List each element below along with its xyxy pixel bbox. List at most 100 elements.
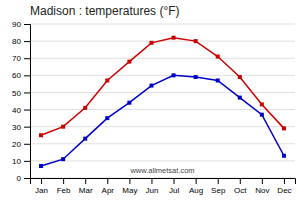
marker: [83, 106, 87, 110]
grid-line: [30, 143, 295, 144]
tick: Oct: [234, 178, 247, 195]
tick: Jun: [146, 178, 159, 195]
marker: [216, 78, 220, 82]
line: [41, 38, 284, 136]
tick-label: 10: [12, 157, 21, 166]
tick-label: May: [122, 186, 137, 195]
tick-label: Oct: [234, 186, 247, 195]
tick-label: Nov: [255, 186, 269, 195]
tick-label: Mar: [79, 186, 93, 195]
marker: [105, 116, 109, 120]
tick-label: Jul: [169, 186, 179, 195]
tick-mark: [24, 92, 30, 93]
tick-mark: [262, 178, 263, 184]
marker: [282, 154, 286, 158]
tick-label: 80: [12, 37, 21, 46]
tick-mark: [24, 144, 30, 145]
grid-line: [30, 92, 295, 93]
grid-line: [30, 126, 295, 127]
tick-label: Jun: [146, 186, 159, 195]
axis-line: [24, 25, 31, 179]
marker: [238, 96, 242, 100]
grid-line: [30, 24, 295, 25]
tick: Feb: [57, 178, 71, 195]
grid-line: [30, 75, 295, 76]
tick: Mar: [79, 178, 93, 195]
marker: [127, 101, 131, 105]
tick-mark: [284, 178, 285, 184]
marker: [39, 133, 43, 137]
marker: [260, 102, 264, 106]
tick: 0: [17, 174, 30, 183]
tick-mark: [24, 161, 30, 162]
tick-mark: [196, 178, 197, 184]
tick: 40: [12, 106, 30, 115]
marker: [149, 41, 153, 45]
grid-line: [30, 160, 295, 161]
tick: Apr: [102, 178, 115, 195]
marker: [127, 60, 131, 64]
marker: [83, 137, 87, 141]
tick-mark: [151, 178, 152, 184]
tick-mark: [24, 24, 30, 25]
tick-label: 30: [12, 123, 21, 132]
marker: [149, 84, 153, 88]
tick-mark: [240, 178, 241, 184]
tick-label: Sep: [211, 186, 226, 195]
tick: Jul: [169, 178, 179, 195]
marker: [216, 55, 220, 59]
plot: 0 10 20 30 40 50 60 70 80 90 Jan Feb Mar Apr May Jun Jul…: [12, 20, 295, 195]
marker: [194, 75, 198, 79]
tick-mark: [174, 178, 175, 184]
tick-mark: [24, 41, 30, 42]
tick-mark: [24, 75, 30, 76]
tick: Jan: [35, 178, 48, 195]
marker: [172, 73, 176, 77]
tick: May: [122, 178, 137, 195]
tick-label: 0: [17, 174, 22, 183]
tick-label: Dec: [277, 186, 291, 195]
tick-mark: [85, 178, 86, 184]
tick: Dec: [277, 178, 291, 195]
tick-label: 90: [12, 20, 21, 29]
tick-label: 70: [12, 54, 21, 63]
tick-mark: [24, 127, 30, 128]
tick-label: Jan: [35, 186, 48, 195]
chart: Madison : temperatures (°F) 0 10 20 30 40 50 60…: [0, 0, 305, 200]
tick: 70: [12, 54, 30, 63]
marker: [282, 126, 286, 130]
tick-mark: [107, 178, 108, 184]
tick: 80: [12, 37, 30, 46]
tick: 90: [12, 20, 30, 29]
tick-mark: [41, 178, 42, 184]
y-axis: 0 10 20 30 40 50 60 70 80 90: [12, 20, 30, 183]
tick-label: Aug: [189, 186, 203, 195]
marks: [39, 36, 286, 168]
marker: [105, 78, 109, 82]
tick-label: Feb: [57, 186, 71, 195]
tick-label: 20: [12, 140, 21, 149]
grid-line: [30, 58, 295, 59]
tick: 30: [12, 123, 30, 132]
tick: 10: [12, 157, 30, 166]
marker: [194, 39, 198, 43]
tick-mark: [129, 178, 130, 184]
tick-mark: [24, 110, 30, 111]
tick: 60: [12, 71, 30, 80]
tick: 20: [12, 140, 30, 149]
title: Madison : temperatures (°F): [30, 4, 180, 18]
grid: [30, 24, 295, 178]
tick-mark: [24, 58, 30, 59]
x-axis: Jan Feb Mar Apr May Jun Jul Aug Sep Oct Nov Dec: [31, 178, 296, 195]
marker: [238, 75, 242, 79]
tick-label: 40: [12, 106, 21, 115]
tick: Nov: [255, 178, 269, 195]
tick-label: 50: [12, 89, 21, 98]
axis-line: [31, 179, 296, 185]
line: [41, 75, 284, 166]
tick-label: Apr: [102, 186, 115, 195]
tick: 50: [12, 89, 30, 98]
marker: [61, 125, 65, 129]
tick-mark: [24, 178, 30, 179]
tick-label: 60: [12, 71, 21, 80]
